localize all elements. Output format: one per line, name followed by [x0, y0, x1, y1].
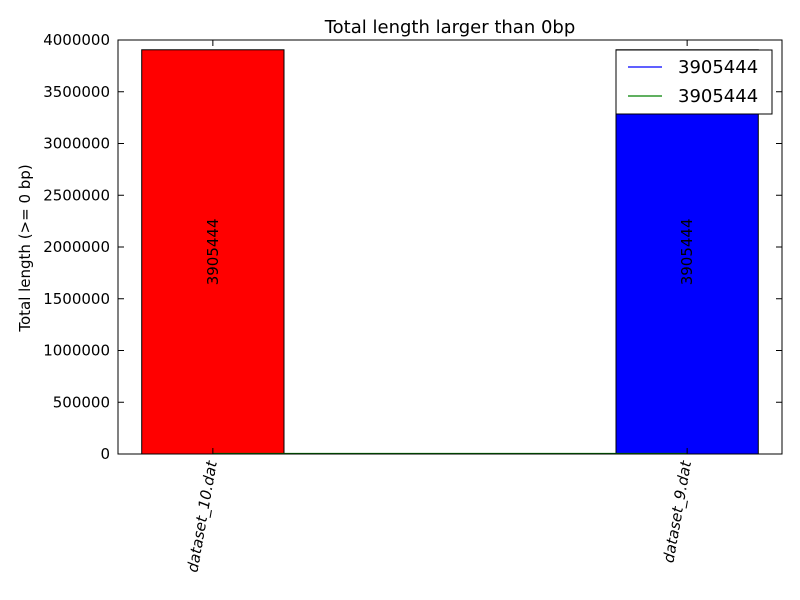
legend-entry-label: 3905444 [678, 86, 758, 107]
y-axis-label: Total length (>= 0 bp) [16, 164, 34, 332]
y-tick-label: 2500000 [43, 186, 110, 204]
y-tick-label: 1000000 [43, 342, 110, 360]
y-tick-label: 0 [100, 445, 110, 463]
y-ticks-group: 0 500000 1000000 1500000 2000000 2500000 30000… [43, 31, 782, 463]
x-tick-label: dataset_10.dat [184, 458, 222, 573]
bar-dataset-9-dat [615, 49, 759, 455]
y-tick-label: 3500000 [43, 83, 110, 101]
y-tick-label: 1500000 [43, 290, 110, 308]
chart-title: Total length larger than 0bp [324, 17, 576, 38]
bar-value-label: 3905444 [678, 218, 696, 285]
y-tick-label: 4000000 [43, 31, 110, 49]
legend: 3905444 3905444 [615, 49, 773, 115]
bar-labels-group: 3905444 3905444 [204, 218, 696, 285]
bar-dataset-10-dat [141, 49, 285, 455]
legend-box [615, 49, 773, 115]
legend-entry-label: 3905444 [678, 57, 758, 78]
y-tick-label: 500000 [53, 393, 110, 411]
y-tick-label: 3000000 [43, 135, 110, 153]
bar-value-label: 3905444 [204, 218, 222, 285]
x-tick-label: dataset_9.dat [659, 458, 696, 564]
y-tick-label: 2000000 [43, 238, 110, 256]
bars-group [141, 49, 759, 455]
